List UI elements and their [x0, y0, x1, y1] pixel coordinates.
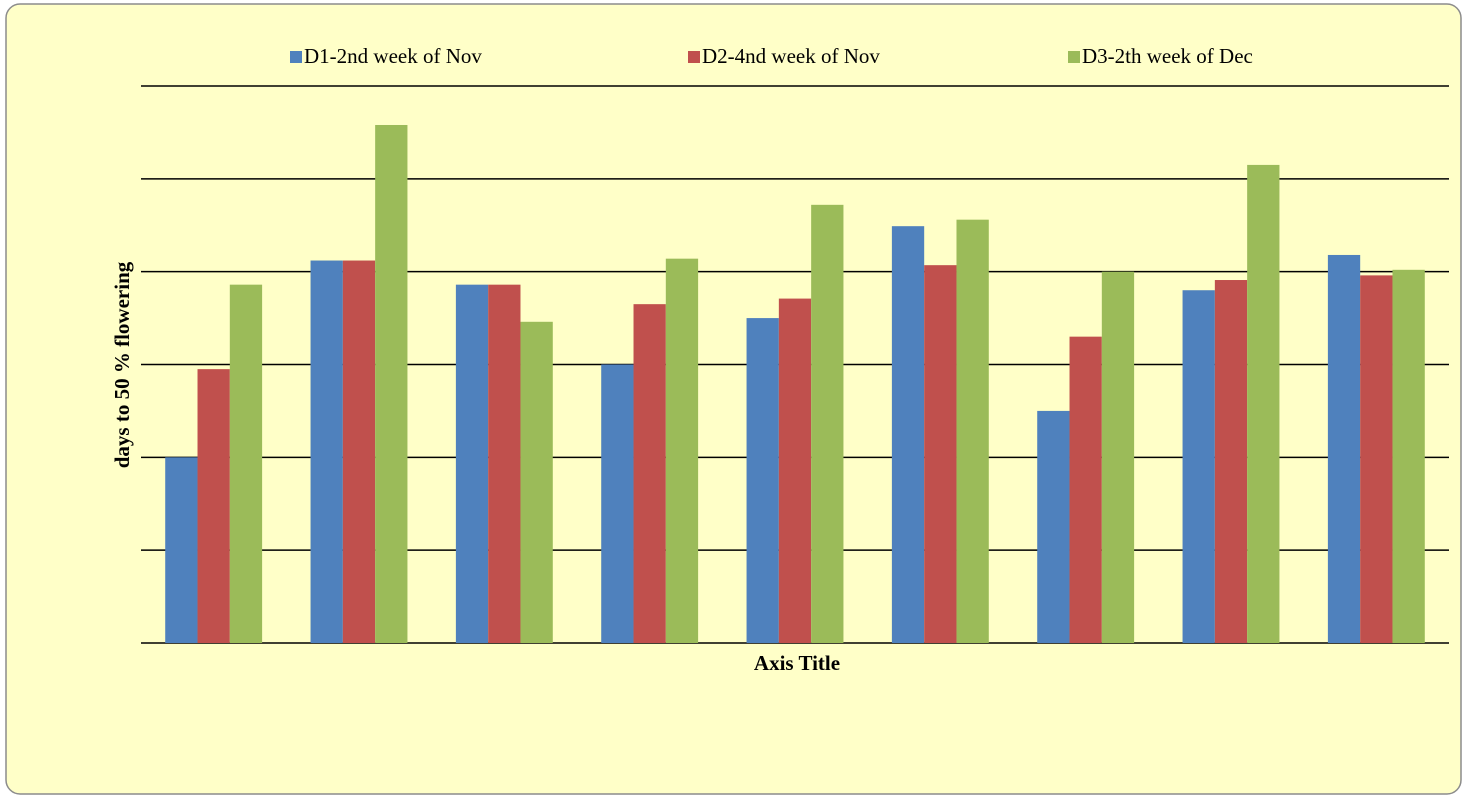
legend-label: D2-4nd week of Nov	[702, 44, 880, 68]
bar	[1069, 336, 1102, 643]
bar	[1037, 410, 1070, 643]
bar	[746, 318, 779, 643]
y-axis-title: days to 50 % flowering	[110, 261, 134, 468]
bar	[342, 260, 376, 643]
bar	[1360, 275, 1393, 643]
bar	[778, 298, 812, 643]
bar	[165, 457, 198, 643]
bar	[1392, 269, 1425, 643]
bar	[601, 364, 634, 643]
bar	[488, 284, 521, 643]
bar	[1327, 254, 1361, 643]
bar	[310, 260, 343, 643]
bar	[520, 321, 553, 643]
legend-swatch	[1068, 51, 1080, 63]
bar	[375, 124, 408, 644]
bar	[891, 226, 925, 643]
bar	[1182, 290, 1215, 643]
bar	[455, 284, 489, 643]
bar	[1214, 280, 1248, 643]
bar	[665, 258, 699, 643]
legend-swatch	[688, 51, 700, 63]
bar	[197, 369, 230, 643]
legend-label: D3-2th week of Dec	[1082, 44, 1253, 68]
bar	[811, 204, 844, 643]
x-axis-title: Axis Title	[754, 651, 840, 675]
bar	[956, 219, 989, 643]
bar	[229, 284, 263, 643]
legend-label: D1-2nd week of Nov	[304, 44, 482, 68]
bar	[1247, 164, 1280, 644]
legend-swatch	[290, 51, 302, 63]
bar	[924, 265, 957, 643]
bar	[633, 304, 666, 643]
bar	[1101, 271, 1135, 643]
